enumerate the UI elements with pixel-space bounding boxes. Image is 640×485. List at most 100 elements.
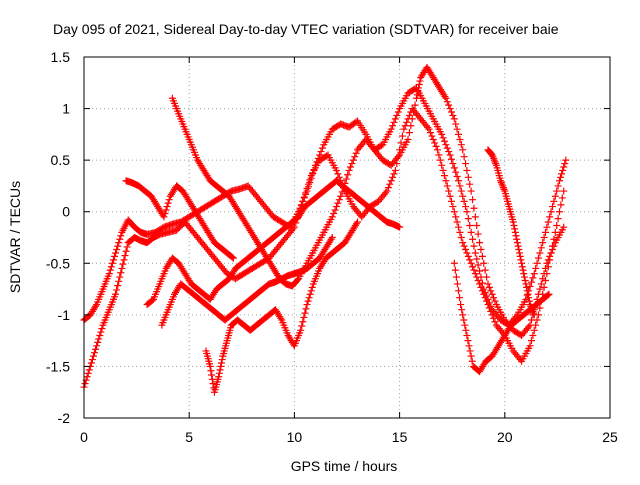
- data-point-marker: [455, 223, 463, 231]
- data-point-marker: [466, 256, 474, 264]
- data-point-marker: [524, 290, 532, 298]
- data-point-marker: [445, 148, 453, 156]
- data-point-marker: [513, 235, 521, 243]
- data-point-marker: [500, 185, 508, 193]
- x-tick-label: 0: [80, 429, 88, 445]
- data-point-marker: [530, 309, 538, 317]
- data-point-marker: [217, 362, 225, 370]
- data-point-marker: [441, 93, 449, 101]
- data-point-marker: [304, 297, 312, 305]
- data-point-marker: [335, 196, 343, 204]
- data-point-marker: [440, 137, 448, 145]
- data-point-marker: [484, 295, 492, 303]
- data-point-marker: [115, 277, 123, 285]
- data-point-marker: [396, 223, 404, 231]
- data-point-marker: [470, 266, 478, 274]
- data-point-marker: [519, 266, 527, 274]
- data-point-marker: [117, 232, 125, 240]
- data-point-marker: [162, 206, 170, 214]
- data-point-marker: [457, 234, 465, 241]
- data-point-marker: [526, 282, 534, 290]
- data-point-marker: [491, 297, 499, 305]
- data-point-marker: [432, 142, 440, 150]
- data-point-marker: [436, 156, 444, 164]
- data-point-marker: [525, 294, 533, 302]
- data-point-marker: [428, 132, 436, 140]
- data-point-marker: [386, 180, 394, 188]
- data-point-marker: [527, 337, 535, 345]
- data-point-marker: [308, 283, 316, 291]
- data-point-marker: [92, 302, 100, 310]
- data-point-marker: [476, 267, 484, 275]
- data-point-marker: [328, 213, 336, 221]
- data-point-marker: [304, 180, 312, 188]
- data-point-marker: [562, 156, 570, 164]
- data-point-marker: [490, 156, 498, 164]
- x-tick-label: 25: [602, 429, 618, 445]
- series-track-8: [450, 259, 553, 376]
- data-point-marker: [525, 323, 533, 331]
- data-point-marker: [114, 282, 122, 290]
- data-point-marker: [548, 242, 556, 250]
- data-point-marker: [119, 260, 127, 268]
- data-point-marker: [516, 252, 524, 260]
- data-point-marker: [440, 172, 448, 180]
- data-point-marker: [532, 321, 540, 329]
- data-point-marker: [515, 246, 523, 254]
- data-point-marker: [446, 105, 454, 113]
- series-track-5: [158, 234, 336, 329]
- data-point-marker: [480, 285, 488, 293]
- data-point-marker: [387, 125, 395, 133]
- data-point-marker: [115, 239, 123, 247]
- data-point-marker: [164, 199, 172, 207]
- data-point-marker: [442, 141, 450, 149]
- data-point-marker: [390, 170, 398, 178]
- data-point-marker: [451, 266, 459, 274]
- data-point-marker: [84, 369, 92, 377]
- data-point-marker: [557, 173, 565, 181]
- data-point-marker: [526, 342, 534, 350]
- data-point-marker: [558, 194, 566, 202]
- series-track-2: [80, 105, 568, 391]
- data-point-marker: [307, 287, 315, 295]
- data-point-marker: [439, 134, 447, 142]
- data-point-marker: [492, 160, 500, 168]
- data-point-marker: [394, 108, 402, 116]
- y-tick-label: 1.5: [51, 49, 71, 65]
- data-point-marker: [530, 311, 538, 319]
- data-point-marker: [297, 326, 305, 334]
- data-point-marker: [344, 171, 352, 179]
- data-point-marker: [383, 187, 391, 195]
- data-point-marker: [390, 118, 398, 126]
- data-point-marker: [215, 369, 223, 377]
- data-point-marker: [453, 172, 461, 180]
- data-point-marker: [560, 163, 568, 171]
- data-point-marker: [556, 208, 564, 216]
- y-tick-label: -1.5: [46, 358, 70, 374]
- data-point-marker: [497, 178, 505, 186]
- chart-title: Day 095 of 2021, Sidereal Day-to-day VTE…: [53, 21, 559, 37]
- data-point-marker: [470, 242, 478, 250]
- x-tick-label: 15: [392, 429, 408, 445]
- data-point-marker: [112, 249, 120, 257]
- data-point-marker: [536, 249, 544, 257]
- data-point-marker: [405, 111, 413, 119]
- data-point-marker: [543, 223, 551, 231]
- data-point-marker: [442, 177, 450, 185]
- data-point-marker: [116, 273, 124, 281]
- data-point-marker: [462, 203, 470, 211]
- data-point-marker: [347, 163, 355, 171]
- x-tick-label: 10: [287, 429, 303, 445]
- data-point-marker: [477, 273, 485, 281]
- data-point-marker: [560, 223, 568, 231]
- data-point-marker: [290, 223, 298, 231]
- data-point-marker: [453, 125, 461, 133]
- data-point-marker: [289, 225, 297, 233]
- data-point-marker: [461, 321, 469, 329]
- data-point-marker: [332, 166, 340, 174]
- data-point-marker: [391, 115, 399, 123]
- data-point-marker: [443, 144, 451, 152]
- data-point-marker: [530, 270, 538, 278]
- data-point-marker: [83, 373, 91, 381]
